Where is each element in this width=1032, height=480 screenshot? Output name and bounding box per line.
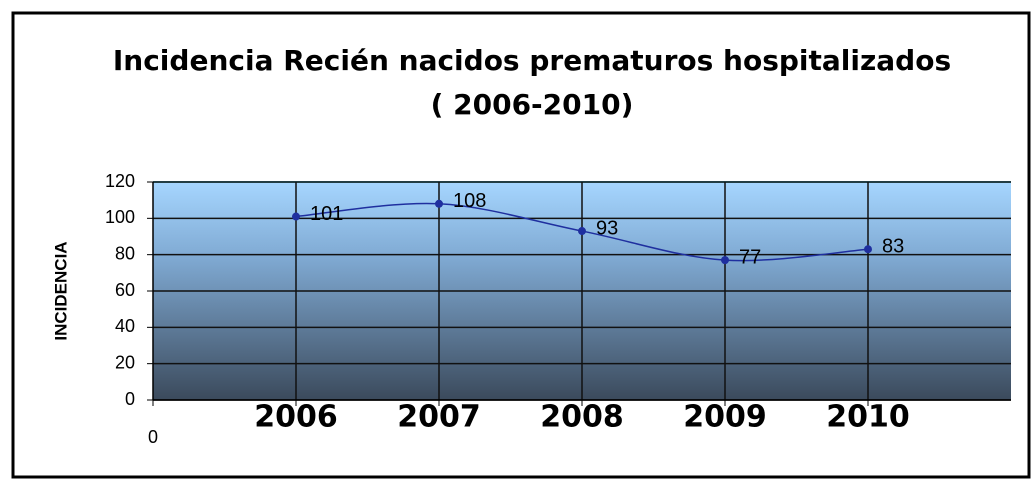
y-axis-label: INCIDENCIA <box>51 241 70 340</box>
y-tick-label: 0 <box>125 389 135 409</box>
data-point <box>292 212 300 221</box>
data-label: 77 <box>739 246 761 268</box>
chart-title: Incidencia Recién nacidos prematuros hos… <box>113 44 951 77</box>
y-tick-label: 40 <box>115 316 135 336</box>
x-tick-label: 2006 <box>254 400 338 435</box>
y-tick-label: 20 <box>115 352 135 372</box>
x-tick-label: 0 <box>148 427 158 447</box>
y-tick-label: 100 <box>105 207 135 227</box>
data-point <box>578 227 586 236</box>
y-tick-label: 80 <box>115 243 135 263</box>
data-point <box>864 245 872 254</box>
y-tick-label: 120 <box>105 171 135 191</box>
data-point <box>721 256 729 265</box>
data-label: 83 <box>882 235 904 257</box>
x-tick-label: 2009 <box>683 400 767 435</box>
y-tick-label: 60 <box>115 280 135 300</box>
data-label: 93 <box>596 217 618 239</box>
data-point <box>435 199 443 208</box>
x-tick-label: 2010 <box>826 400 910 435</box>
data-label: 108 <box>453 190 486 212</box>
x-tick-label: 2007 <box>397 400 481 435</box>
x-tick-label: 2008 <box>540 400 624 435</box>
data-label: 101 <box>310 203 343 225</box>
chart-subtitle: ( 2006-2010) <box>431 88 634 121</box>
